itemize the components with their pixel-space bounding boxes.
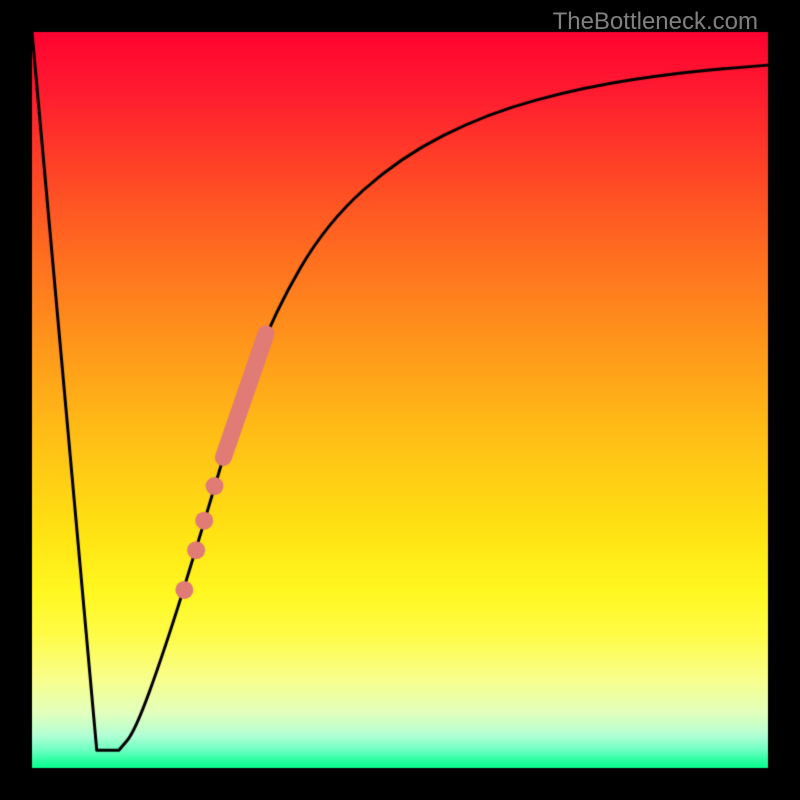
bottleneck-chart-canvas: [0, 0, 800, 800]
watermark-text: TheBottleneck.com: [553, 8, 758, 36]
chart-container: TheBottleneck.com: [0, 0, 800, 800]
